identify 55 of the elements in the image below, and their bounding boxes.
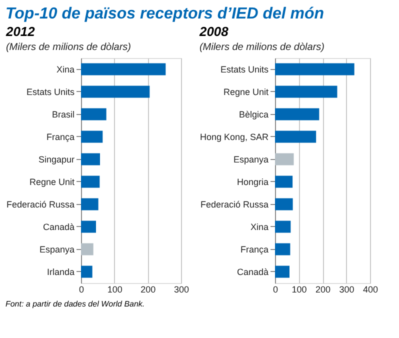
bar [275,220,291,233]
bar [275,130,316,143]
chart-title: 2008 [198,24,230,39]
x-tick-label: 200 [140,284,156,294]
chart-subtitle: (Milers de milions de dòlars) [199,42,325,53]
bar [275,243,290,256]
y-tick-label: Federació Russa [200,199,268,210]
x-tick-label: 300 [339,284,354,294]
y-tick-label: Bèlgica [238,109,268,120]
bar [81,220,96,233]
y-tick-label: Canadà [236,266,268,277]
x-tick-label: 200 [315,284,331,294]
text: Font: a partir de dades del World Bank. [5,300,145,308]
y-tick-label: Singapur [38,154,74,164]
bar [81,198,98,210]
bar [81,108,106,120]
y-tick-label: Irlanda [46,266,74,277]
bar [275,153,294,166]
bar [81,153,100,166]
x-tick-label: 400 [362,284,378,294]
y-tick-label: Canadà [42,222,74,232]
x-tick-label: 300 [174,284,190,294]
bar [275,108,320,120]
bar [81,266,92,278]
bar [275,198,293,210]
y-tick-label: Espanya [39,244,74,254]
chart-title: 2012 [4,24,36,39]
bar [81,63,166,76]
x-tick-label: 0 [78,284,84,294]
x-tick-label: 0 [272,284,278,294]
bar [81,243,94,256]
y-tick-label: França [240,244,268,254]
bar [275,86,338,98]
y-tick-label: Estats Units [220,64,269,74]
y-tick-label: Hongria [236,176,268,187]
text: Top-10 de països receptors d’IED del món [5,6,324,22]
y-tick-label: Xina [56,64,74,74]
bar [81,86,150,98]
y-tick-label: Regne Unit [29,176,75,187]
y-tick-label: Xina [250,222,268,232]
bar [275,63,354,76]
bar [81,130,103,143]
x-tick-label: 100 [292,284,307,294]
y-tick-label: Federació Russa [6,199,74,210]
y-tick-label: Brasil [52,109,74,120]
chart-subtitle: (Milers de milions de dòlars) [6,42,132,53]
bar [81,176,100,188]
y-tick-label: Espanya [233,154,268,164]
bar [275,176,293,188]
y-tick-label: Hong Kong, SAR [200,132,269,142]
y-tick-label: Regne Unit [223,86,269,97]
y-tick-label: França [46,132,74,142]
bar [275,266,290,278]
y-tick-label: Estats Units [26,86,75,97]
x-tick-label: 100 [107,284,122,294]
